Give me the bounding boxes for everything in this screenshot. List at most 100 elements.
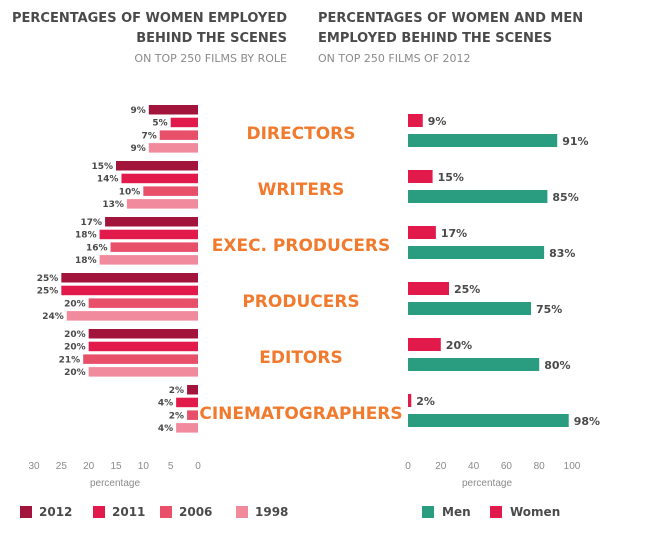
left-bar-label-2006-3: 20% xyxy=(64,299,86,309)
left-bar-label-2011-0: 5% xyxy=(152,119,167,129)
legend-swatch-women xyxy=(490,506,502,518)
left-chart-subtitle: ON TOP 250 FILMS BY ROLE xyxy=(134,52,287,65)
left-tick-30: 30 xyxy=(28,461,40,472)
role-label-1: WRITERS xyxy=(258,180,345,200)
left-bar-label-2011-5: 4% xyxy=(158,399,173,409)
right-tick-0: 0 xyxy=(405,461,411,472)
left-bar-1998-5 xyxy=(176,423,198,433)
right-bar-men-3 xyxy=(408,302,531,315)
right-bar-men-1 xyxy=(408,190,548,203)
left-bar-2006-3 xyxy=(88,298,198,308)
left-axis-label: percentage xyxy=(90,478,140,489)
left-bar-label-2012-2: 17% xyxy=(81,218,103,228)
legend-swatch-2011 xyxy=(93,506,105,518)
left-bar-label-2012-5: 2% xyxy=(169,386,184,396)
legend-label-2012: 2012 xyxy=(39,505,72,519)
legend-label-2011: 2011 xyxy=(112,505,145,519)
role-labels: DIRECTORS WRITERS EXEC. PRODUCERS PRODUCERS… xyxy=(199,124,402,424)
left-bar-label-1998-0: 9% xyxy=(131,144,146,154)
axes: 30 25 20 15 10 5 0 percentage 0 20 40 60 80 100 percen… xyxy=(28,461,580,489)
left-bar-2012-0 xyxy=(148,105,198,115)
left-chart-bars: 9% 5% 7% 9% 15% 14%10% 13% 17% 18% 16% 18% 25% 25% 20… xyxy=(37,105,199,434)
right-bar-label-women-5: 2% xyxy=(416,395,435,408)
left-bar-1998-3 xyxy=(66,311,198,321)
left-bar-1998-4 xyxy=(88,367,198,377)
legend-swatch-2006 xyxy=(160,506,172,518)
left-chart-title-line-1: PERCENTAGES OF WOMEN EMPLOYED xyxy=(12,11,287,26)
role-label-5: CINEMATOGRAPHERS xyxy=(199,404,402,424)
left-bar-2006-2 xyxy=(110,242,198,252)
left-bar-label-2006-0: 7% xyxy=(141,131,156,141)
right-bar-label-men-1: 85% xyxy=(552,191,578,204)
left-bar-2006-0 xyxy=(159,130,198,140)
right-tick-100: 100 xyxy=(564,461,581,472)
right-bar-label-men-3: 75% xyxy=(536,303,562,316)
left-bar-2011-4 xyxy=(88,341,198,352)
left-tick-5: 5 xyxy=(168,461,174,472)
left-bar-label-2006-1: 10% xyxy=(119,187,141,197)
legend-label-1998: 1998 xyxy=(255,505,288,519)
left-tick-25: 25 xyxy=(56,461,68,472)
right-bar-label-women-3: 25% xyxy=(454,283,480,296)
right-chart-title-line-2: EMPLOYED BEHIND THE SCENES xyxy=(318,31,552,46)
right-chart-title-line-1: PERCENTAGES OF WOMEN AND MEN xyxy=(318,11,583,26)
left-bar-label-2011-2: 18% xyxy=(75,231,97,241)
left-bar-label-2006-4: 21% xyxy=(59,355,81,365)
legend-label-men: Men xyxy=(442,505,471,519)
right-bar-label-men-2: 83% xyxy=(549,247,575,260)
left-bar-label-2012-0: 9% xyxy=(131,106,146,116)
left-tick-10: 10 xyxy=(138,461,150,472)
left-chart-title-line-2: BEHIND THE SCENES xyxy=(136,31,287,46)
right-bar-label-women-1: 15% xyxy=(438,171,464,184)
right-tick-80: 80 xyxy=(534,461,546,472)
left-bar-2012-1 xyxy=(116,161,198,171)
right-bar-men-2 xyxy=(408,246,545,259)
left-bar-label-2011-3: 25% xyxy=(37,287,59,297)
right-bar-men-4 xyxy=(408,358,540,371)
right-bar-label-women-0: 9% xyxy=(428,115,447,128)
right-axis-label: percentage xyxy=(462,478,512,489)
left-bar-2011-0 xyxy=(170,117,198,128)
left-bar-1998-2 xyxy=(99,255,198,265)
left-bar-label-1998-3: 24% xyxy=(42,312,64,322)
left-bar-label-2011-4: 20% xyxy=(64,343,86,353)
left-bar-2011-1 xyxy=(121,173,198,184)
right-bar-label-men-0: 91% xyxy=(562,135,588,148)
right-chart-subtitle: ON TOP 250 FILMS OF 2012 xyxy=(318,52,471,65)
legend-swatch-1998 xyxy=(236,506,248,518)
left-bar-1998-0 xyxy=(148,143,198,153)
right-bar-men-0 xyxy=(408,134,558,147)
left-tick-20: 20 xyxy=(83,461,95,472)
legend-swatch-men xyxy=(422,506,434,518)
right-bar-label-women-4: 20% xyxy=(446,339,472,352)
left-bar-2006-1 xyxy=(143,186,198,196)
left-bar-2012-2 xyxy=(105,217,198,227)
left-bar-2012-3 xyxy=(61,273,199,283)
right-chart-bars: 9% 91% 15% 85% 17% 83% 25% 75% 20% 80% 2% 98% xyxy=(408,114,600,428)
left-bar-2012-4 xyxy=(88,329,198,339)
left-bar-label-2006-2: 16% xyxy=(86,243,108,253)
right-tick-60: 60 xyxy=(501,461,513,472)
left-bar-label-2012-4: 20% xyxy=(64,330,86,340)
left-tick-15: 15 xyxy=(110,461,122,472)
left-bar-label-2012-3: 25% xyxy=(37,274,59,284)
legend-label-women: Women xyxy=(510,505,560,519)
right-bar-women-0 xyxy=(408,114,423,127)
right-bar-men-5 xyxy=(408,414,569,427)
right-tick-20: 20 xyxy=(435,461,447,472)
right-chart-titles: PERCENTAGES OF WOMEN AND MEN EMPLOYED BEH… xyxy=(318,11,583,65)
role-label-3: PRODUCERS xyxy=(242,292,359,312)
role-label-0: DIRECTORS xyxy=(247,124,356,144)
left-tick-0: 0 xyxy=(195,461,201,472)
right-tick-40: 40 xyxy=(468,461,480,472)
legends: 2012 2011 2006 1998 Men Women xyxy=(20,505,560,519)
legend-swatch-2012 xyxy=(20,506,32,518)
right-bar-women-4 xyxy=(408,338,441,351)
left-bar-label-2011-1: 14% xyxy=(97,175,119,185)
left-bar-2006-4 xyxy=(83,354,198,364)
left-bar-2011-2 xyxy=(99,229,198,240)
left-bar-label-1998-5: 4% xyxy=(158,424,173,434)
left-bar-label-2012-1: 15% xyxy=(91,162,113,172)
left-bar-2006-5 xyxy=(187,410,198,420)
left-bar-label-1998-2: 18% xyxy=(75,256,97,266)
